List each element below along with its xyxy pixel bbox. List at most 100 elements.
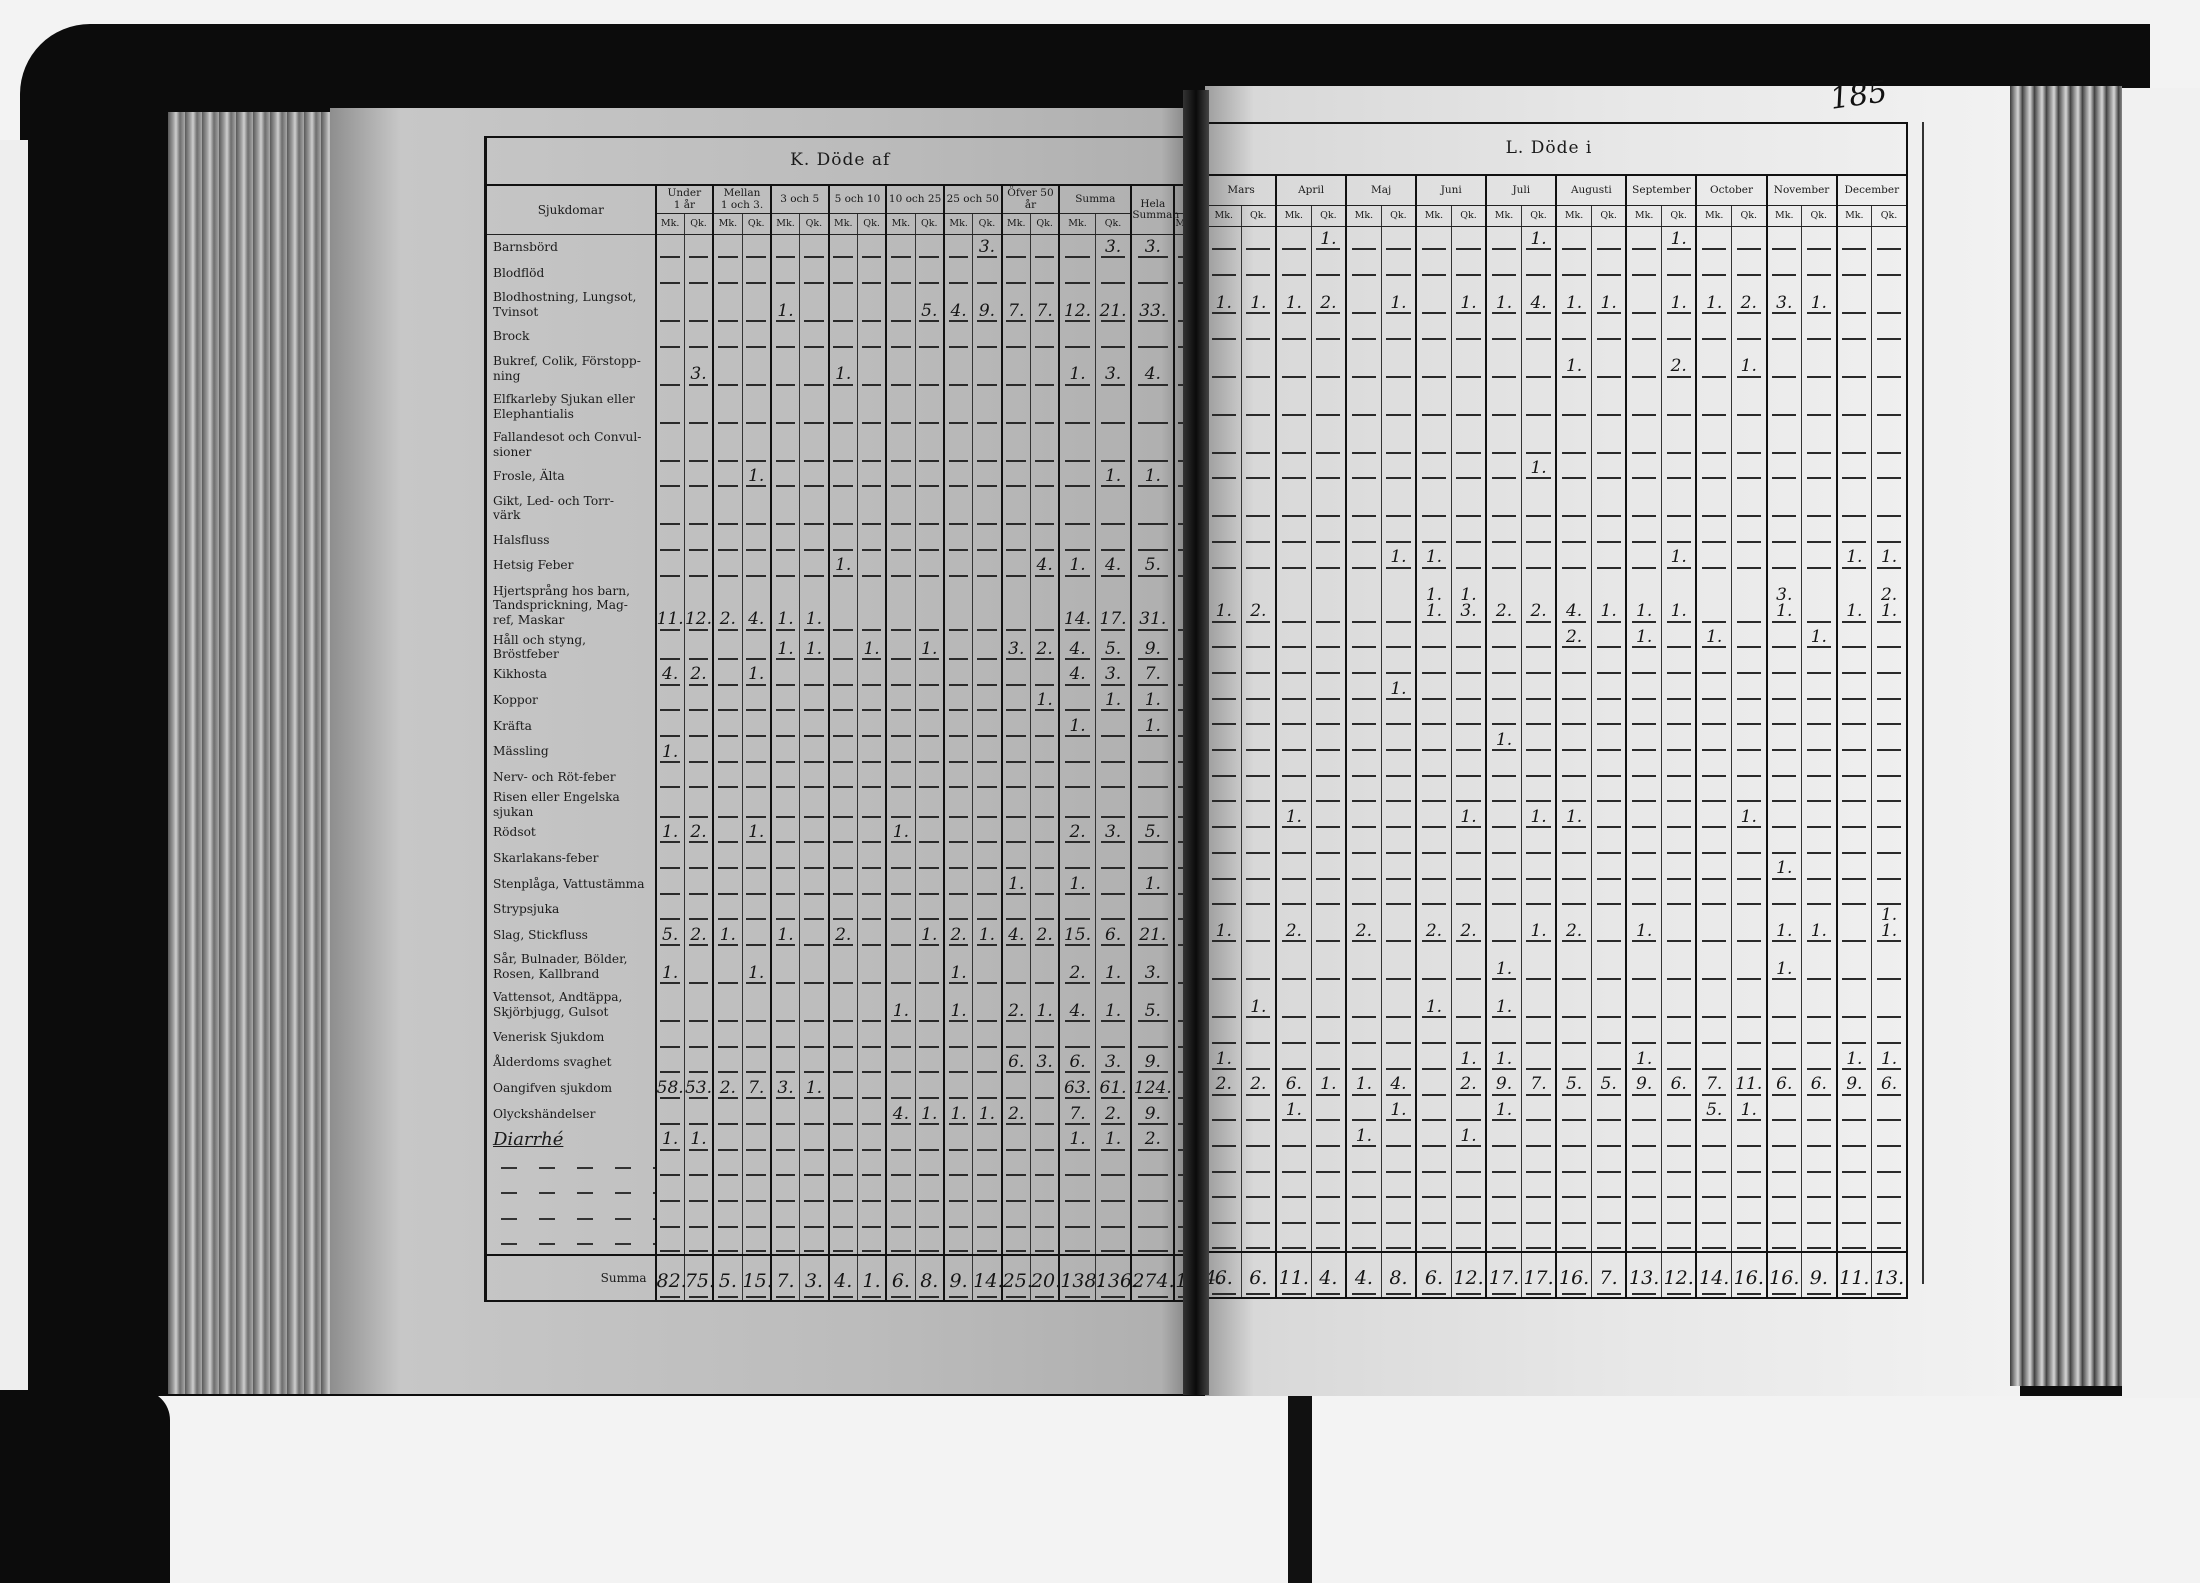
cell-value: 15.: [742, 1270, 773, 1293]
cell-value: 61.: [1099, 1077, 1127, 1098]
cell-value: [1347, 1246, 1381, 1251]
disease-label: Fallandesot och Convul- sioner: [493, 429, 642, 459]
table-cell: 2.: [1660, 341, 1697, 380]
table-cell: 12.: [1660, 1250, 1697, 1299]
table-cell: [1590, 1174, 1627, 1201]
table-cell: [1130, 1024, 1175, 1050]
table-cell: [1730, 1046, 1767, 1072]
table-cell: 1.: [1730, 1097, 1767, 1124]
table-cell: 21.: [1094, 285, 1132, 324]
cell-value: 1.: [1495, 1048, 1513, 1069]
table-cell: [972, 871, 1002, 897]
table-cell: [1205, 1020, 1242, 1047]
table-cell: [942, 1203, 973, 1230]
disease-label: Rödsot: [493, 825, 536, 840]
table-cell: 1.: [972, 922, 1002, 949]
cell-value: [1003, 1249, 1030, 1254]
cell-value: 1.: [662, 822, 679, 843]
table-row: Olyckshändelser 4. 1. 1. 1. 2. 7. 2. 9.: [486, 1101, 1194, 1127]
table-cell: [1590, 1046, 1627, 1072]
table-cell: [1730, 481, 1767, 520]
table-cell: [1380, 944, 1417, 983]
table-cell: [1625, 1225, 1662, 1252]
table-cell: [1555, 944, 1592, 983]
cell-value: 3.: [978, 237, 996, 258]
table-cell: [1625, 753, 1662, 779]
cell-value: 1.: [1355, 1074, 1373, 1095]
table-cell: [827, 1101, 858, 1127]
table-cell: 1.: [1310, 226, 1347, 253]
table-cell: [1730, 982, 1767, 1021]
table-cell: [741, 1203, 771, 1230]
table-cell: 1.: [1094, 687, 1132, 714]
table-cell: [1485, 1020, 1522, 1047]
table-cell: [1801, 727, 1837, 754]
table-cell: [799, 845, 829, 871]
table-cell: [914, 425, 944, 464]
table-cell: [1310, 544, 1347, 571]
table-cell: 6.: [1801, 1071, 1837, 1098]
table-cell: [1275, 379, 1312, 418]
cell-value: 16.: [1558, 1266, 1590, 1289]
table-cell: [683, 687, 714, 714]
table-cell: 2.: [1240, 570, 1277, 625]
cell-value: 3.: [1104, 364, 1122, 385]
table-cell: [683, 387, 714, 426]
table-cell: [972, 687, 1002, 714]
table-cell: [1380, 855, 1417, 882]
table-cell: [741, 323, 771, 350]
table-cell: [1765, 624, 1802, 651]
table-cell: [1520, 830, 1557, 856]
table-cell: [1380, 778, 1417, 805]
table-row: Halsfluss: [486, 527, 1194, 553]
cell-value: 1.: [1776, 858, 1793, 879]
table-cell: [1205, 1123, 1242, 1149]
table-cell: [769, 1049, 800, 1076]
table-cell: [1205, 676, 1242, 702]
cell-value: 4.: [1565, 601, 1583, 622]
table-cell: [1058, 790, 1096, 820]
table-cell: [1345, 1097, 1382, 1124]
table-cell: [799, 1126, 829, 1153]
table-cell: [914, 661, 944, 688]
table-cell: 1.: [1625, 907, 1662, 945]
table-cell: 1.: [1520, 804, 1557, 831]
table-cell: 1.: [1765, 944, 1802, 983]
table-cell: [769, 1229, 800, 1256]
table-cell: [654, 425, 685, 464]
table-cell: [914, 323, 944, 350]
table-cell: [1765, 544, 1802, 571]
table-cell: [1520, 341, 1557, 380]
table-cell: [885, 948, 916, 987]
table-cell: [741, 922, 771, 949]
table-cell: [1871, 1200, 1907, 1226]
table-row: 1. 1.: [1192, 944, 1907, 983]
table-cell: [1801, 982, 1837, 1021]
table-cell: [1240, 1200, 1277, 1226]
table-cell: 1.: [1380, 544, 1417, 571]
table-cell: [1380, 315, 1417, 342]
table-cell: [1345, 701, 1382, 728]
table-cell: [1310, 1123, 1347, 1149]
table-cell: 2.: [1275, 907, 1312, 945]
table-cell: [1058, 489, 1096, 528]
table-cell: [1520, 650, 1557, 676]
table-cell: [1871, 417, 1907, 456]
table-cell: [1801, 252, 1837, 278]
table-cell: [1765, 881, 1802, 908]
table-cell: [1415, 804, 1452, 831]
table-cell: [1000, 948, 1031, 987]
table-cell: 1.: [1835, 1046, 1872, 1072]
table-cell: [942, 552, 973, 579]
table-cell: [1695, 944, 1732, 983]
table-cell: [1520, 1123, 1557, 1149]
cell-value: 274.: [1132, 1270, 1175, 1293]
table-cell: 8.: [1380, 1250, 1417, 1299]
table-cell: [1275, 417, 1312, 456]
table-cell: [1029, 1229, 1060, 1256]
table-cell: [972, 578, 1002, 633]
table-cell: 6.: [1765, 1071, 1802, 1098]
table-cell: [827, 1178, 858, 1204]
table-cell: [1205, 455, 1242, 482]
table-cell: [1590, 881, 1627, 908]
